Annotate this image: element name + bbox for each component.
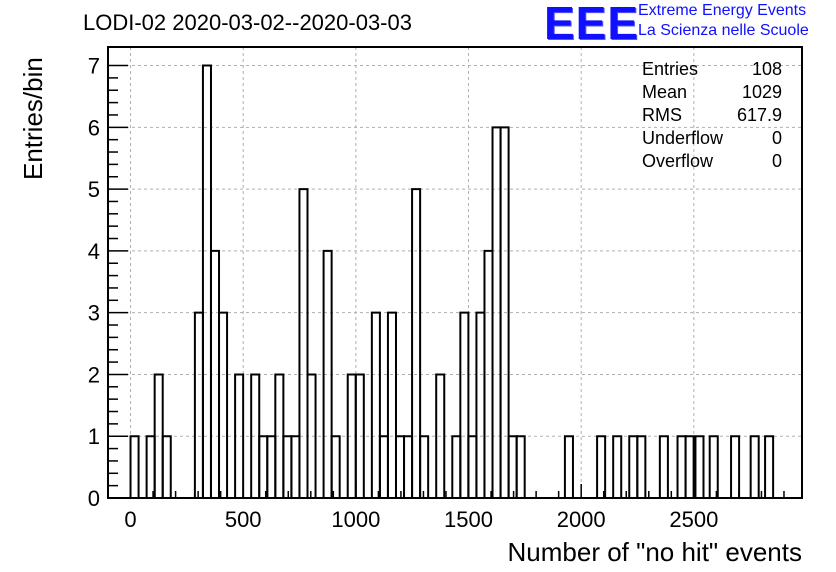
- histogram-bin: [658, 435, 669, 498]
- x-tick-label: 500: [225, 507, 262, 532]
- histogram-bin: [475, 311, 486, 498]
- histogram-bin: [628, 435, 639, 498]
- histogram-bin: [515, 435, 526, 498]
- histogram-bin: [435, 373, 446, 498]
- histogram-bin: [330, 435, 341, 498]
- histogram-bin: [499, 126, 510, 498]
- histogram-bin: [749, 435, 760, 498]
- stat-label: Underflow: [642, 128, 724, 148]
- histogram-bin: [129, 435, 140, 498]
- histogram-bin: [290, 435, 301, 498]
- histogram-bin: [386, 311, 397, 498]
- histogram-bin: [234, 373, 245, 498]
- logo-line-2: La Scienza nelle Scuole: [638, 22, 809, 39]
- histogram-bin: [676, 435, 687, 498]
- histogram-bin: [282, 435, 293, 498]
- histogram-bin: [258, 435, 269, 498]
- stat-value: 1029: [741, 82, 782, 102]
- stat-value: 108: [751, 59, 782, 79]
- stat-value: 0: [771, 151, 782, 171]
- histogram-bin: [507, 435, 518, 498]
- histogram-bin: [612, 435, 623, 498]
- stats-box: Entries 108 Mean 1029 RMS 617.9 Underflo…: [642, 58, 782, 178]
- histogram-bin: [354, 373, 365, 498]
- histogram-bin: [306, 373, 317, 498]
- y-tick-label: 4: [88, 239, 100, 264]
- histogram-bin: [708, 435, 719, 498]
- x-tick-label: 1000: [331, 507, 380, 532]
- histogram-bin: [218, 311, 229, 498]
- stat-rms: RMS 617.9: [642, 104, 782, 127]
- histogram-bin: [459, 311, 470, 498]
- stat-label: Mean: [642, 82, 688, 102]
- y-tick-label: 2: [88, 362, 100, 387]
- histogram-bin: [596, 435, 607, 498]
- y-tick-label: 3: [88, 301, 100, 326]
- plot-frame: [107, 46, 803, 499]
- stat-label: Entries: [642, 59, 699, 79]
- histogram-bin: [563, 435, 574, 498]
- histogram-bin: [764, 435, 775, 498]
- stat-mean: Mean 1029: [642, 81, 782, 104]
- x-axis-label: Number of "no hit" events: [507, 537, 803, 567]
- y-tick-label: 1: [88, 424, 100, 449]
- y-axis-label: Entries/bin: [18, 57, 48, 180]
- stat-value: 0: [771, 128, 782, 148]
- histogram-bin: [266, 435, 277, 498]
- stat-entries: Entries 108: [642, 58, 782, 81]
- y-tick-label: 6: [88, 115, 100, 140]
- histogram-bin: [684, 435, 695, 498]
- histogram-bin: [636, 435, 647, 498]
- histogram-bin: [394, 435, 406, 498]
- histogram-bin: [378, 435, 389, 498]
- histogram-bin: [411, 188, 422, 498]
- histogram-bin: [193, 311, 204, 498]
- histogram-bin: [451, 435, 462, 498]
- stat-label: RMS: [642, 105, 682, 125]
- histogram-bin: [161, 435, 172, 498]
- histogram-bin: [694, 435, 705, 498]
- histogram-bin: [467, 435, 478, 498]
- histogram-bin: [298, 188, 309, 498]
- stat-underflow: Underflow 0: [642, 127, 782, 150]
- histogram-bin: [419, 435, 430, 498]
- eee-logo: EEE Extreme Energy Events La Scienza nel…: [544, 0, 834, 49]
- histogram-bin: [322, 249, 333, 498]
- x-tick-label: 2500: [669, 507, 718, 532]
- histogram-bin: [403, 435, 414, 498]
- y-tick-label: 0: [88, 486, 100, 511]
- x-tick-label: 0: [124, 507, 136, 532]
- eee-logo-mark: EEE: [544, 0, 640, 49]
- x-tick-label: 1500: [444, 507, 493, 532]
- histogram-bin: [370, 311, 381, 498]
- stat-value: 617.9: [736, 105, 782, 125]
- histogram-bin: [201, 64, 212, 498]
- plot-title: LODI-02 2020-03-02--2020-03-03: [83, 10, 412, 35]
- y-tick-label: 5: [88, 177, 100, 202]
- x-tick-label: 2000: [557, 507, 606, 532]
- histogram-bin: [730, 435, 741, 498]
- logo-line-1: Extreme Energy Events: [638, 2, 807, 19]
- stat-label: Overflow: [642, 151, 714, 171]
- stat-overflow: Overflow 0: [642, 150, 782, 173]
- histogram-bin: [145, 435, 156, 498]
- y-tick-label: 7: [88, 54, 100, 79]
